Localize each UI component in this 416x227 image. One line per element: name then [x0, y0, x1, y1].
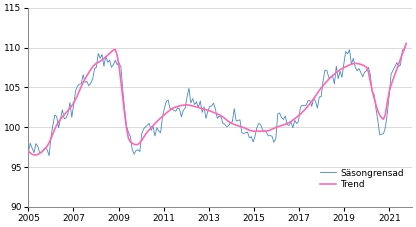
Legend: Säsongrensad, Trend: Säsongrensad, Trend [317, 165, 407, 192]
Säsongrensad [166, 99, 171, 101]
Säsongrensad [232, 107, 237, 110]
Säsongrensad [374, 107, 379, 110]
Trend [26, 150, 31, 153]
Säsongrensad [47, 154, 52, 157]
Trend [33, 154, 38, 156]
Trend [62, 113, 67, 116]
Line: Säsongrensad: Säsongrensad [28, 43, 406, 156]
Trend [186, 104, 191, 106]
Trend [232, 123, 237, 126]
Trend [374, 104, 379, 106]
Säsongrensad [404, 42, 409, 45]
Line: Trend: Trend [28, 44, 406, 155]
Säsongrensad [26, 151, 31, 153]
Trend [166, 110, 171, 113]
Säsongrensad [186, 87, 191, 90]
Säsongrensad [28, 142, 33, 145]
Säsongrensad [62, 117, 67, 120]
Trend [404, 42, 409, 45]
Trend [28, 152, 33, 154]
